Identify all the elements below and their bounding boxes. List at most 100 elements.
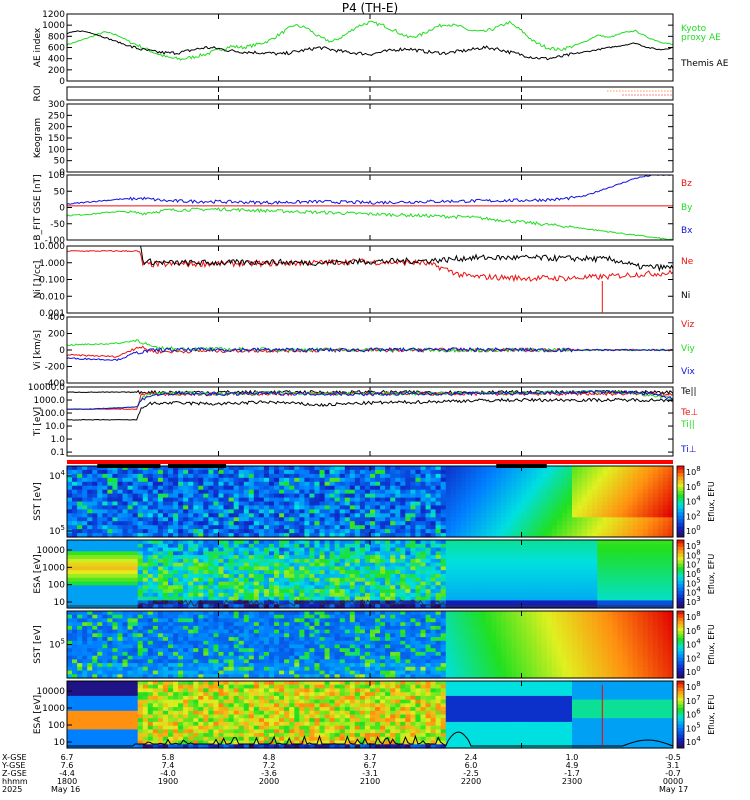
sst_i-cell xyxy=(142,674,149,679)
esa_e-cell xyxy=(178,577,184,583)
esa_e-cell xyxy=(213,600,219,605)
sst_e-cell xyxy=(420,501,427,506)
sst_e-cell xyxy=(390,501,396,506)
sst_e-cell xyxy=(380,481,386,487)
sst_e-cell xyxy=(476,517,482,522)
sst_i-cell xyxy=(67,655,73,660)
sst_e-cell xyxy=(274,533,280,538)
sst_e-cell xyxy=(632,513,639,518)
esa_e-cell xyxy=(491,543,497,549)
esa_e-cell xyxy=(183,585,189,590)
esa_e-cell xyxy=(582,577,588,583)
sst_i-cell xyxy=(67,629,73,634)
sst_e-cell xyxy=(642,485,649,491)
esa_e-cell xyxy=(637,574,644,579)
sst_e-cell xyxy=(168,517,174,522)
esa_e-cell xyxy=(102,570,108,575)
sst_e-cell xyxy=(410,513,416,518)
sst_e-cell xyxy=(572,473,578,479)
esa_e-cell xyxy=(142,551,149,556)
sst_e-cell xyxy=(577,521,583,526)
bfield-legend-2: Bx xyxy=(681,226,693,236)
esa_e-cell xyxy=(516,570,523,575)
sst_e-cell xyxy=(471,533,477,538)
sst_e-cell xyxy=(122,533,129,538)
esa_e-cell xyxy=(410,589,416,594)
sst_e-cell xyxy=(279,509,285,514)
esa_e-cell xyxy=(652,581,659,586)
esa_e-cell xyxy=(127,592,134,598)
sst_e-cell xyxy=(208,497,214,503)
sst_e-cell xyxy=(551,521,558,526)
esa_e-cell xyxy=(430,558,437,564)
sst_e-cell xyxy=(253,485,260,491)
esa_e-cell xyxy=(592,562,598,568)
esa_e-cell xyxy=(455,585,462,590)
sst_e-cell xyxy=(632,505,639,510)
sst_e-cell xyxy=(572,533,578,538)
esa_e-cell xyxy=(511,589,517,594)
sst_e-cell xyxy=(243,497,250,503)
esa_e-colorbar-cell xyxy=(677,591,684,595)
esa_e-cell xyxy=(152,540,159,545)
esa_e-cell xyxy=(395,547,401,552)
esa_e-cell xyxy=(228,562,235,568)
sst_e-cell xyxy=(178,481,184,487)
esa_e-cell xyxy=(440,581,447,586)
sst_e-cell xyxy=(627,509,634,514)
esa_e-cell xyxy=(662,558,669,564)
esa_e-cell xyxy=(531,581,538,586)
esa_e-cell xyxy=(481,574,487,579)
sst_e-cell xyxy=(481,517,487,522)
esa_e-cell xyxy=(122,562,129,568)
esa_e-cell xyxy=(405,551,411,556)
sst_e-cell xyxy=(127,501,134,506)
esa_e-cell xyxy=(385,551,391,556)
esa_e-cell xyxy=(632,558,639,564)
sst_e-cell xyxy=(541,529,548,534)
sst_e-cell xyxy=(102,525,108,530)
sst_e-cell xyxy=(556,529,563,534)
sst_e-cell xyxy=(289,489,295,495)
sst_e-cell xyxy=(425,469,432,475)
sst_e-cell xyxy=(592,529,598,534)
sst_e-cell xyxy=(400,473,406,479)
esa_e-cell xyxy=(496,600,502,605)
sst_e-cell xyxy=(577,469,583,475)
sst_e-cell xyxy=(385,466,391,471)
sst_e-cell xyxy=(223,473,230,479)
sst_e-cell xyxy=(354,505,361,510)
esa_e-cell xyxy=(223,596,230,602)
sst_e-cell xyxy=(667,517,674,522)
esa_e-cell xyxy=(400,604,406,609)
sst_i-cell xyxy=(82,659,88,664)
esa_e-cell xyxy=(334,585,341,590)
esa_e-cell xyxy=(162,574,169,579)
sst_e-cell xyxy=(536,473,543,479)
sst_e-cell xyxy=(496,517,502,522)
sst_e-cell xyxy=(142,521,149,526)
esa_e-cell xyxy=(147,600,154,605)
sst_e-cell xyxy=(208,481,214,487)
esa_e-cell xyxy=(567,547,573,552)
sst_e-cell xyxy=(667,469,674,475)
sst_e-cell xyxy=(258,529,265,534)
esa_e-cell xyxy=(662,574,669,579)
sst_e-cell xyxy=(92,521,98,526)
sst_e-cell xyxy=(420,481,427,487)
esa_e-cell xyxy=(627,589,634,594)
sst_e-cell xyxy=(385,497,391,503)
esa_e-cell xyxy=(405,600,411,605)
esa_e-cell xyxy=(102,562,108,568)
sst_e-cell xyxy=(667,497,674,503)
esa_e-cell xyxy=(304,551,310,556)
sst_e-cell xyxy=(617,517,623,522)
sst_e-cell xyxy=(157,525,164,530)
sst_e-cell xyxy=(486,501,492,506)
sst_e-cell xyxy=(496,497,502,503)
esa_e-cell xyxy=(188,555,194,560)
sst_e-cell xyxy=(450,473,457,479)
sst_e-cell xyxy=(536,501,543,506)
sst_e-cell xyxy=(375,489,381,495)
sst_e-cell xyxy=(183,493,189,499)
